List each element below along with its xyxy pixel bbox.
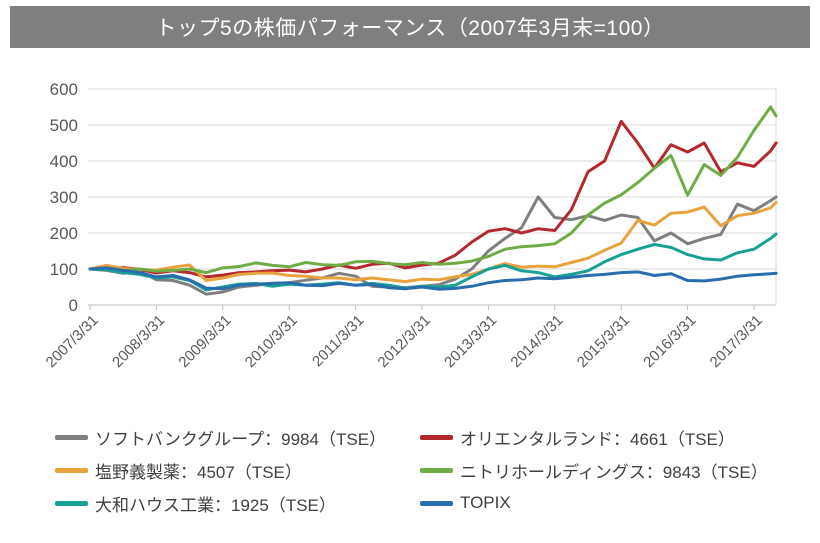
x-tick-label: 2014/3/31 [507, 312, 566, 371]
legend-label: TOPIX [460, 493, 511, 512]
y-tick-label: 200 [50, 224, 78, 243]
legend-label: ニトリホールディングス：9843（TSE） [460, 462, 768, 482]
legend-label: オリエンタルランド：4661（TSE） [460, 429, 735, 449]
legend-item-0: ソフトバンクグループ：9984（TSE） [55, 426, 387, 449]
series-line-1 [88, 119, 778, 279]
stock-performance-line-chart: 0 100 200 300 400 500 600 2007/3/31 2008/3/31 200… [43, 80, 778, 371]
x-tick-label: 2016/3/31 [640, 312, 699, 371]
x-axis: 2007/3/31 2008/3/31 2009/3/31 2010/3/31 2011… [43, 305, 766, 371]
legend-swatch-icon [55, 500, 88, 506]
legend-label: 塩野義製薬：4507（TSE） [95, 462, 302, 482]
legend-swatch-icon [420, 434, 453, 440]
gridlines [88, 88, 777, 306]
series-line-2 [88, 200, 778, 284]
series-line-5 [88, 266, 778, 291]
y-tick-label: 100 [50, 260, 78, 279]
series-lines [88, 105, 778, 296]
y-tick-label: 500 [50, 116, 78, 135]
legend-item-2: 塩野義製薬：4507（TSE） [55, 459, 302, 482]
legend-swatch-icon [55, 467, 88, 473]
x-tick-label: 2010/3/31 [242, 312, 301, 371]
x-tick-label: 2013/3/31 [441, 312, 500, 371]
series-line-0 [88, 195, 778, 296]
legend-swatch-icon [420, 467, 453, 473]
x-tick-label: 2007/3/31 [43, 312, 102, 371]
y-tick-label: 600 [50, 80, 78, 99]
legend-item-4: 大和ハウス工業：1925（TSE） [55, 492, 336, 515]
x-tick-label: 2008/3/31 [109, 312, 168, 371]
x-tick-label: 2017/3/31 [707, 312, 766, 371]
y-tick-label: 300 [50, 188, 78, 207]
legend-swatch-icon [420, 500, 453, 506]
x-tick-label: 2015/3/31 [574, 312, 633, 371]
x-tick-label: 2011/3/31 [309, 312, 367, 370]
series-line-4 [88, 232, 778, 292]
y-axis-labels: 0 100 200 300 400 500 600 [50, 80, 78, 315]
series-line-3 [88, 105, 778, 275]
chart-title-banner: トップ5の株価パフォーマンス（2007年3月末=100） [10, 6, 810, 48]
chart-title: トップ5の株価パフォーマンス（2007年3月末=100） [155, 17, 665, 40]
legend-label: 大和ハウス工業：1925（TSE） [95, 495, 336, 515]
legend-item-5: TOPIX [420, 492, 511, 514]
y-tick-label: 400 [50, 152, 78, 171]
legend-item-1: オリエンタルランド：4661（TSE） [420, 426, 735, 449]
x-tick-label: 2012/3/31 [375, 312, 434, 371]
y-tick-label: 0 [69, 296, 78, 315]
legend-item-3: ニトリホールディングス：9843（TSE） [420, 459, 768, 482]
legend-swatch-icon [55, 434, 88, 440]
legend-label: ソフトバンクグループ：9984（TSE） [95, 429, 387, 449]
x-tick-label: 2009/3/31 [175, 312, 234, 371]
